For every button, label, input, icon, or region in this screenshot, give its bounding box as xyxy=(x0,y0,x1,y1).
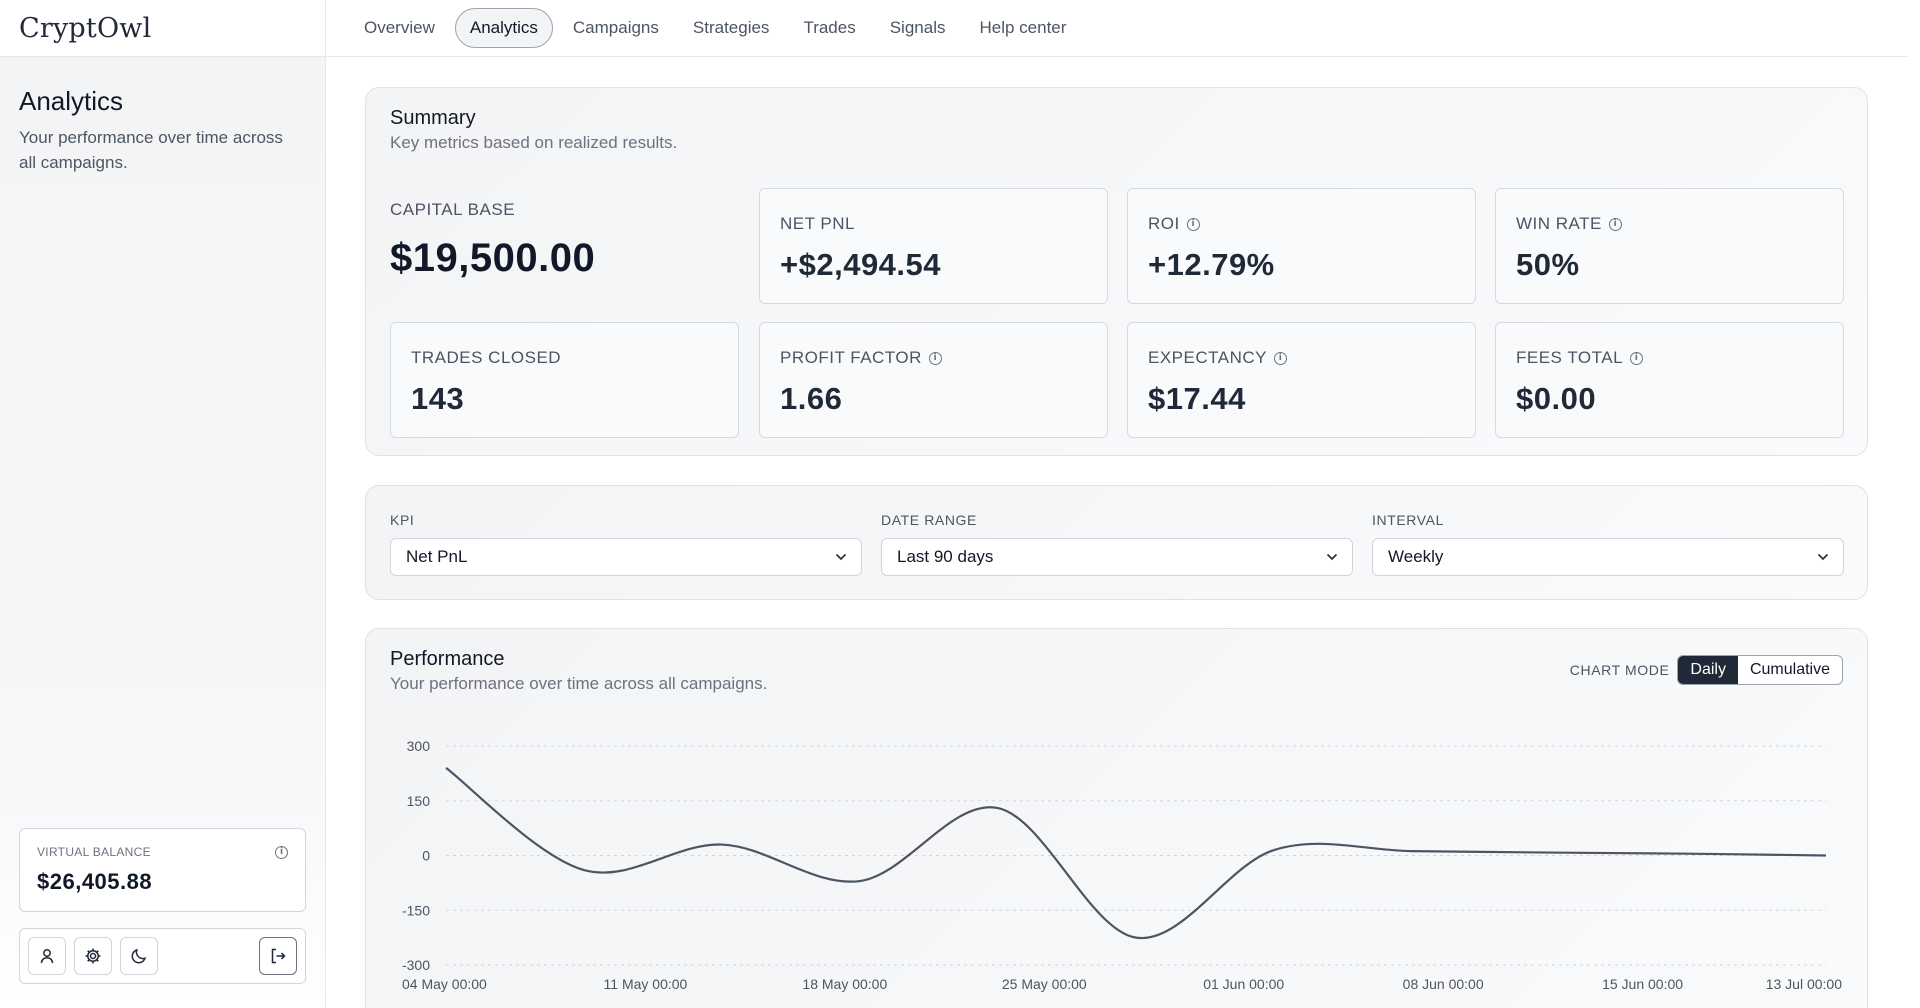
x-tick-label: 13 Jul 00:00 xyxy=(1766,976,1842,992)
profile-button[interactable] xyxy=(28,937,66,975)
kpi-filter: KPI Net PnL xyxy=(390,512,862,576)
moon-icon xyxy=(131,948,147,964)
y-tick-label: 0 xyxy=(422,848,430,864)
scrollbar-track[interactable] xyxy=(1908,0,1920,1008)
page-subtitle: Your performance over time across all ca… xyxy=(19,128,283,172)
chart-mode-label: CHART MODE xyxy=(1569,662,1670,678)
chart-mode-toggle: Daily Cumulative xyxy=(1677,655,1843,685)
date-range-value: Last 90 days xyxy=(897,547,994,566)
date-range-filter: DATE RANGE Last 90 days xyxy=(881,512,1353,576)
y-tick-label: 150 xyxy=(407,793,431,809)
kpi-value: Net PnL xyxy=(406,547,468,566)
metric-value: 50% xyxy=(1516,247,1580,282)
metric-value: $17.44 xyxy=(1148,381,1246,416)
performance-title: Performance xyxy=(390,648,505,670)
x-tick-label: 15 Jun 00:00 xyxy=(1602,976,1683,992)
info-icon[interactable]: i xyxy=(275,846,288,859)
metric-value: +12.79% xyxy=(1148,247,1275,282)
chevron-down-icon xyxy=(1326,553,1338,561)
filters-panel: KPI Net PnL DATE RANGE Last 90 days INTE… xyxy=(365,485,1868,600)
sidebar: CryptOwl Analytics Your performance over… xyxy=(0,0,326,1008)
top-navigation: Overview Analytics Campaigns Strategies … xyxy=(326,0,1908,57)
metric-label: FEES TOTAL xyxy=(1516,348,1624,367)
metric-card-profit-factor: PROFIT FACTOR i 1.66 xyxy=(759,322,1108,438)
capital-base-value: $19,500.00 xyxy=(390,236,596,280)
metric-value: +$2,494.54 xyxy=(780,247,942,282)
sidebar-toolbar xyxy=(19,928,306,984)
main-content: Summary Key metrics based on realized re… xyxy=(326,57,1908,1008)
metric-label: WIN RATE xyxy=(1516,214,1602,233)
user-icon xyxy=(40,949,54,964)
interval-select[interactable]: Weekly xyxy=(1372,538,1844,576)
chart-mode-daily-button[interactable]: Daily xyxy=(1678,656,1738,684)
kpi-label: KPI xyxy=(390,512,415,528)
info-icon[interactable]: i xyxy=(1274,351,1287,365)
chevron-down-icon xyxy=(1817,553,1829,561)
metric-card-fees-total: FEES TOTAL i $0.00 xyxy=(1495,322,1844,438)
metric-label: PROFIT FACTOR xyxy=(780,348,922,367)
app-logo[interactable]: CryptOwl xyxy=(19,12,152,44)
metric-value: $0.00 xyxy=(1516,381,1597,416)
series-line xyxy=(445,767,1827,939)
metric-card-roi: ROI i +12.79% xyxy=(1127,188,1476,304)
chevron-down-icon xyxy=(835,553,847,561)
summary-title: Summary xyxy=(390,107,476,129)
x-tick-label: 25 May 00:00 xyxy=(1002,976,1087,992)
x-tick-label: 08 Jun 00:00 xyxy=(1403,976,1484,992)
interval-filter: INTERVAL Weekly xyxy=(1372,512,1844,576)
performance-chart: 300 150 0 -150 -300 04 May 00:00 11 May 00:00 1… xyxy=(402,738,1842,992)
summary-subtitle: Key metrics based on realized results. xyxy=(390,133,678,152)
metric-card-trades-closed: TRADES CLOSED 143 xyxy=(390,322,739,438)
nav-help-center[interactable]: Help center xyxy=(979,18,1067,37)
theme-toggle-button[interactable] xyxy=(120,937,158,975)
y-tick-label: -150 xyxy=(402,902,430,918)
logo-bar: CryptOwl xyxy=(0,0,325,57)
chart-mode-cumulative-button[interactable]: Cumulative xyxy=(1749,661,1830,678)
metric-label: ROI xyxy=(1148,214,1180,233)
date-range-select[interactable]: Last 90 days xyxy=(881,538,1353,576)
y-tick-label: 300 xyxy=(407,738,431,754)
x-tick-label: 18 May 00:00 xyxy=(802,976,887,992)
virtual-balance-card: VIRTUAL BALANCE $26,405.88 i xyxy=(19,828,306,912)
chart-mode-control: CHART MODE Daily Cumulative xyxy=(1570,655,1843,685)
metric-label: NET PNL xyxy=(780,214,855,233)
virtual-balance-label: VIRTUAL BALANCE xyxy=(37,845,151,859)
logout-button[interactable] xyxy=(259,937,297,975)
nav-strategies[interactable]: Strategies xyxy=(692,18,770,37)
metric-value: 143 xyxy=(411,381,465,416)
interval-label: INTERVAL xyxy=(1372,512,1444,528)
info-icon[interactable]: i xyxy=(928,351,942,365)
nav-overview[interactable]: Overview xyxy=(364,18,435,37)
nav-trades[interactable]: Trades xyxy=(803,18,856,37)
kpi-select[interactable]: Net PnL xyxy=(390,538,862,576)
metric-card-expectancy: EXPECTANCY i $17.44 xyxy=(1127,322,1476,438)
capital-base: CAPITAL BASE $19,500.00 xyxy=(390,200,595,281)
metric-value: 1.66 xyxy=(780,381,843,416)
info-icon[interactable]: i xyxy=(1608,217,1622,231)
metric-label: EXPECTANCY xyxy=(1148,348,1267,367)
nav-analytics[interactable]: Analytics xyxy=(454,8,553,48)
nav-campaigns[interactable]: Campaigns xyxy=(572,18,659,37)
info-icon[interactable]: i xyxy=(1630,351,1644,365)
info-icon[interactable]: i xyxy=(1186,217,1200,231)
performance-panel: 300 150 0 -150 -300 04 May 00:00 11 May 00:00 1… xyxy=(365,628,1868,1008)
settings-button[interactable] xyxy=(74,937,112,975)
date-range-label: DATE RANGE xyxy=(881,512,977,528)
gear-icon xyxy=(85,948,101,964)
interval-value: Weekly xyxy=(1388,547,1444,566)
y-tick-label: -300 xyxy=(402,957,430,973)
virtual-balance-value: $26,405.88 xyxy=(37,869,153,894)
performance-subtitle: Your performance over time across all ca… xyxy=(390,674,768,693)
metric-card-net-pnl: NET PNL +$2,494.54 xyxy=(759,188,1108,304)
logout-icon xyxy=(271,948,286,964)
x-tick-label: 04 May 00:00 xyxy=(402,976,487,992)
metric-label: TRADES CLOSED xyxy=(411,348,562,367)
nav-signals[interactable]: Signals xyxy=(889,18,946,37)
page-title: Analytics xyxy=(19,86,124,116)
metric-card-win-rate: WIN RATE i 50% xyxy=(1495,188,1844,304)
summary-panel: Summary Key metrics based on realized re… xyxy=(365,87,1868,456)
x-tick-label: 01 Jun 00:00 xyxy=(1203,976,1284,992)
capital-base-label: CAPITAL BASE xyxy=(390,200,516,219)
x-tick-label: 11 May 00:00 xyxy=(604,976,688,992)
